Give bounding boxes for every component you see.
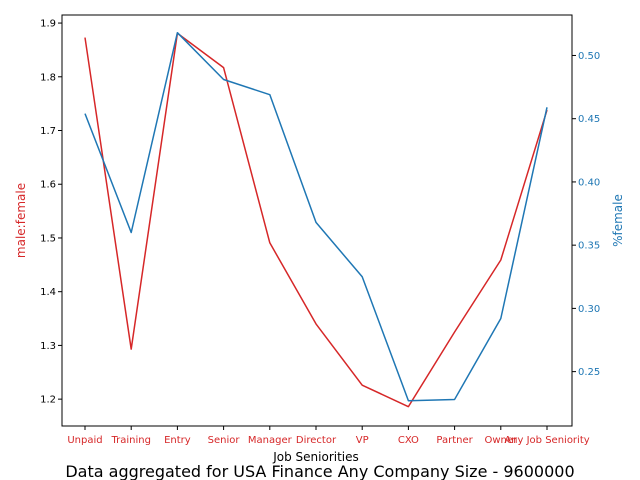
x-tick-label: VP xyxy=(356,435,369,446)
percent-female-line xyxy=(84,31,548,402)
left-y-tick-label: 1.7 xyxy=(40,126,56,137)
x-tick-label: Partner xyxy=(436,435,473,446)
series-lines xyxy=(84,31,548,408)
right-y-axis-label: %female xyxy=(611,194,625,247)
right-y-tick-label: 0.25 xyxy=(578,367,600,378)
x-axis-label: Job Seniorities xyxy=(272,450,359,464)
left-y-tick-label: 1.6 xyxy=(40,180,56,191)
right-y-tick-label: 0.40 xyxy=(578,177,600,188)
x-tick-label: Unpaid xyxy=(67,435,102,446)
right-y-tick-label: 0.35 xyxy=(578,241,600,252)
left-y-tick-label: 1.2 xyxy=(40,395,56,406)
left-y-axis: 1.2 1.3 1.4 1.5 1.6 1.7 1.8 1.9 xyxy=(40,19,62,406)
x-tick-label: Owner xyxy=(484,435,518,446)
right-y-tick-label: 0.45 xyxy=(578,114,600,125)
x-tick-label: CXO xyxy=(398,435,419,446)
left-y-tick-label: 1.3 xyxy=(40,341,56,352)
right-y-tick-label: 0.50 xyxy=(578,51,600,62)
x-tick-label: Entry xyxy=(164,435,191,446)
right-y-axis: 0.25 0.30 0.35 0.40 0.45 0.50 xyxy=(572,51,600,378)
left-y-tick-label: 1.4 xyxy=(40,287,56,298)
chart-title: Data aggregated for USA Finance Any Comp… xyxy=(65,462,574,480)
right-y-tick-label: 0.30 xyxy=(578,304,600,315)
x-axis: Unpaid Training Entry Senior Manager Director… xyxy=(67,426,590,446)
plot-frame xyxy=(61,14,573,427)
male-female-ratio-line xyxy=(84,32,548,408)
x-tick-label: Any Job Seniority xyxy=(504,435,589,446)
left-y-axis-label: male:female xyxy=(14,183,28,258)
x-tick-label: Training xyxy=(110,435,150,446)
x-tick-label: Director xyxy=(296,435,337,446)
left-y-tick-label: 1.9 xyxy=(40,19,56,30)
left-y-tick-label: 1.8 xyxy=(40,72,56,83)
x-tick-label: Senior xyxy=(208,435,241,446)
left-y-tick-label: 1.5 xyxy=(40,233,56,244)
x-tick-label: Manager xyxy=(248,435,293,446)
